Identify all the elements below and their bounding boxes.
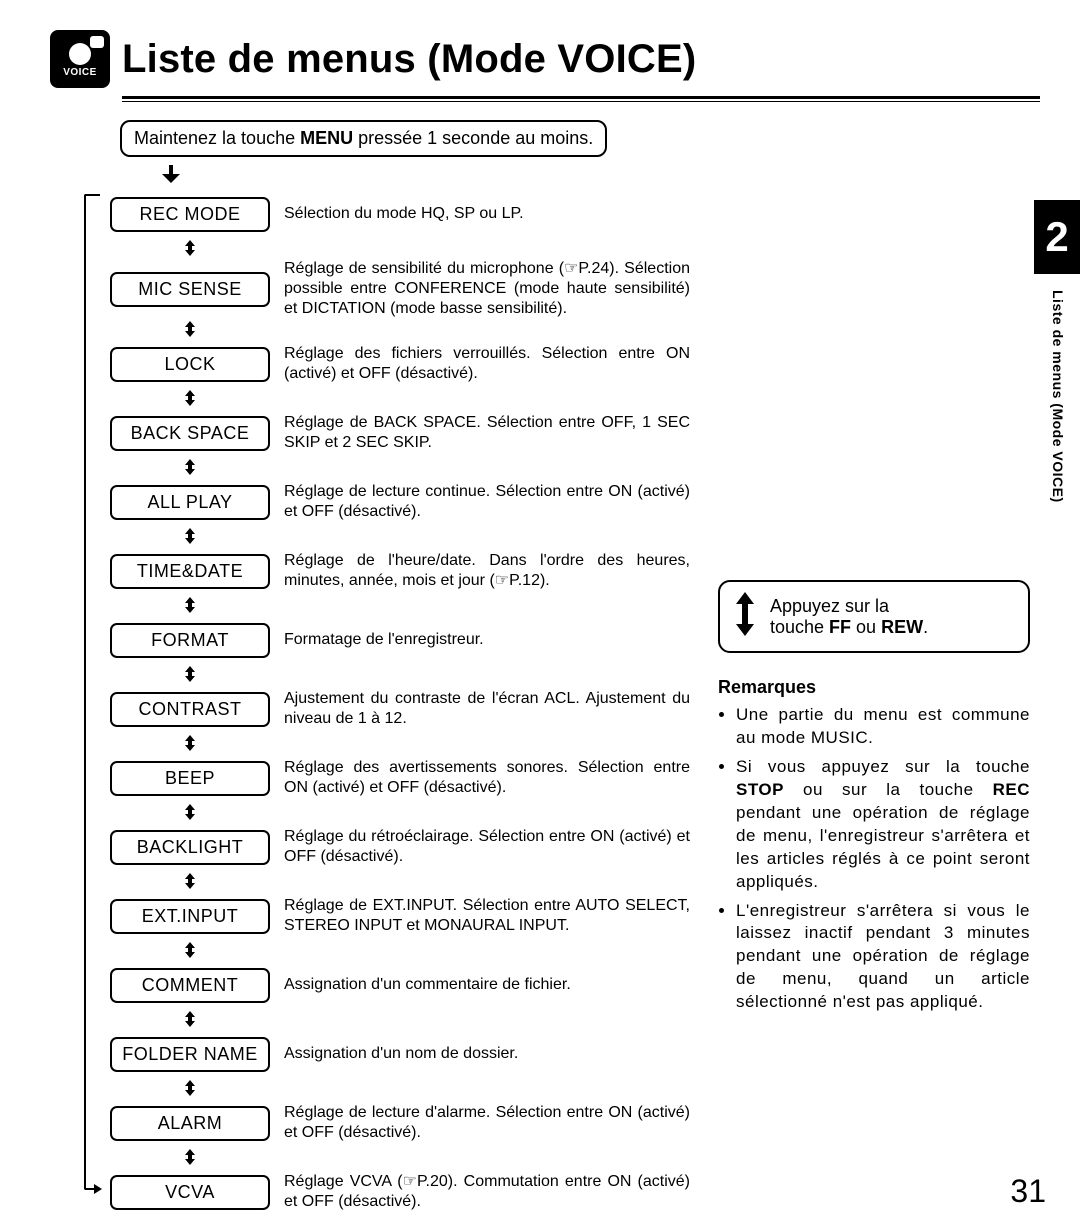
ff-rew-text: Appuyez sur la touche FF ou REW. bbox=[770, 596, 1014, 638]
menu-row: FORMAT Formatage de l'enregistreur. bbox=[110, 616, 690, 664]
menu-row: VCVA Réglage VCVA (☞P.20). Commutation en… bbox=[110, 1168, 690, 1216]
menu-row: BACKLIGHT Réglage du rétroéclairage. Séle… bbox=[110, 823, 690, 871]
menu-item-box: EXT.INPUT bbox=[110, 899, 270, 934]
menu-row: BACK SPACE Réglage de BACK SPACE. Sélecti… bbox=[110, 409, 690, 457]
updown-connector-icon bbox=[110, 804, 270, 821]
updown-connector-icon bbox=[110, 1011, 270, 1028]
menu-row: LOCK Réglage des fichiers verrouillés. Sé… bbox=[110, 340, 690, 388]
instruction-post: pressée 1 seconde au moins. bbox=[353, 128, 593, 148]
voice-icon-label: VOICE bbox=[63, 67, 97, 78]
updown-connector-icon bbox=[110, 390, 270, 407]
instruction-box: Maintenez la touche MENU pressée 1 secon… bbox=[120, 120, 607, 157]
menu-item-desc: Ajustement du contraste de l'écran ACL. … bbox=[284, 689, 690, 729]
menu-item-desc: Assignation d'un nom de dossier. bbox=[284, 1044, 690, 1064]
menu-item-box: FOLDER NAME bbox=[110, 1037, 270, 1072]
menu-item-desc: Réglage de l'heure/date. Dans l'ordre de… bbox=[284, 551, 690, 591]
menu-row: CONTRAST Ajustement du contraste de l'écr… bbox=[110, 685, 690, 733]
instruction-bold: MENU bbox=[300, 128, 353, 148]
menu-item-box: VCVA bbox=[110, 1175, 270, 1210]
menu-row: REC MODE Sélection du mode HQ, SP ou LP. bbox=[110, 190, 690, 238]
menu-item-box: BACKLIGHT bbox=[110, 830, 270, 865]
updown-connector-icon bbox=[110, 735, 270, 752]
remarques-title: Remarques bbox=[718, 677, 1030, 698]
ffrew-ff: FF bbox=[829, 617, 851, 637]
loop-line bbox=[84, 194, 100, 1190]
title-rule-thick bbox=[122, 96, 1040, 99]
ffrew-rew: REW bbox=[881, 617, 923, 637]
menu-row: COMMENT Assignation d'un commentaire de f… bbox=[110, 961, 690, 1009]
updown-connector-icon bbox=[110, 873, 270, 890]
menu-item-desc: Réglage du rétroéclairage. Sélection ent… bbox=[284, 827, 690, 867]
ff-rew-box: Appuyez sur la touche FF ou REW. bbox=[718, 580, 1030, 653]
menu-row: ALL PLAY Réglage de lecture continue. Sél… bbox=[110, 478, 690, 526]
menu-row: EXT.INPUT Réglage de EXT.INPUT. Sélection… bbox=[110, 892, 690, 940]
ffrew-post: . bbox=[923, 617, 928, 637]
menu-item-desc: Réglage de BACK SPACE. Sélection entre O… bbox=[284, 413, 690, 453]
menu-row: MIC SENSE Réglage de sensibilité du micro… bbox=[110, 259, 690, 319]
menu-item-desc: Réglage de EXT.INPUT. Sélection entre AU… bbox=[284, 896, 690, 936]
menu-item-box: ALL PLAY bbox=[110, 485, 270, 520]
ffrew-l2-pre: touche bbox=[770, 617, 829, 637]
menu-row: TIME&DATE Réglage de l'heure/date. Dans l… bbox=[110, 547, 690, 595]
menu-item-box: MIC SENSE bbox=[110, 272, 270, 307]
menu-item-box: REC MODE bbox=[110, 197, 270, 232]
updown-connector-icon bbox=[110, 459, 270, 476]
menu-item-desc: Assignation d'un commentaire de fichier. bbox=[284, 975, 690, 995]
menu-item-box: COMMENT bbox=[110, 968, 270, 1003]
menu-item-desc: Réglage des avertissements sonores. Séle… bbox=[284, 758, 690, 798]
updown-connector-icon bbox=[110, 240, 270, 257]
updown-connector-icon bbox=[110, 528, 270, 545]
updown-connector-icon bbox=[110, 942, 270, 959]
ffrew-l1: Appuyez sur la bbox=[770, 596, 889, 616]
menu-item-box: LOCK bbox=[110, 347, 270, 382]
menu-item-desc: Réglage de lecture d'alarme. Sélection e… bbox=[284, 1103, 690, 1143]
page: VOICE Liste de menus (Mode VOICE) Mainte… bbox=[0, 0, 1080, 1216]
menu-item-box: BACK SPACE bbox=[110, 416, 270, 451]
menu-item-box: TIME&DATE bbox=[110, 554, 270, 589]
updown-arrow-icon bbox=[734, 592, 758, 641]
page-number: 31 bbox=[1010, 1173, 1046, 1210]
menu-item-desc: Sélection du mode HQ, SP ou LP. bbox=[284, 204, 690, 224]
menu-item-box: ALARM bbox=[110, 1106, 270, 1141]
voice-icon: VOICE bbox=[50, 30, 110, 88]
menu-item-desc: Formatage de l'enregistreur. bbox=[284, 630, 690, 650]
title-row: VOICE Liste de menus (Mode VOICE) bbox=[50, 30, 1040, 88]
remarque-item: L'enregistreur s'arrêtera si vous le lai… bbox=[736, 900, 1030, 1015]
remarque-item: Si vous appuyez sur la touche STOP ou su… bbox=[736, 756, 1030, 894]
menu-row: ALARM Réglage de lecture d'alarme. Sélect… bbox=[110, 1099, 690, 1147]
updown-connector-icon bbox=[110, 1149, 270, 1166]
menu-item-desc: Réglage VCVA (☞P.20). Commutation entre … bbox=[284, 1172, 690, 1212]
menu-row: FOLDER NAME Assignation d'un nom de dossi… bbox=[110, 1030, 690, 1078]
menu-column: REC MODE Sélection du mode HQ, SP ou LP. M… bbox=[110, 190, 690, 1216]
menu-item-box: CONTRAST bbox=[110, 692, 270, 727]
remarques-section: Remarques Une partie du menu est commune… bbox=[718, 677, 1030, 1014]
down-arrow-icon bbox=[160, 165, 690, 184]
chapter-number: 2 bbox=[1045, 213, 1068, 261]
title-rule-thin bbox=[122, 101, 1040, 102]
instruction-pre: Maintenez la touche bbox=[134, 128, 300, 148]
menu-row: BEEP Réglage des avertissements sonores. … bbox=[110, 754, 690, 802]
chapter-side-label: Liste de menus (Mode VOICE) bbox=[1050, 290, 1066, 503]
remarque-item: Une partie du menu est commune au mode M… bbox=[736, 704, 1030, 750]
menu-item-desc: Réglage de lecture continue. Sélection e… bbox=[284, 482, 690, 522]
menu-item-box: BEEP bbox=[110, 761, 270, 796]
remarques-list: Une partie du menu est commune au mode M… bbox=[718, 704, 1030, 1014]
page-title: Liste de menus (Mode VOICE) bbox=[122, 37, 696, 82]
updown-connector-icon bbox=[110, 597, 270, 614]
ffrew-mid: ou bbox=[851, 617, 881, 637]
menu-item-desc: Réglage des fichiers verrouillés. Sélect… bbox=[284, 344, 690, 384]
updown-connector-icon bbox=[110, 1080, 270, 1097]
chapter-tab: 2 bbox=[1034, 200, 1080, 274]
updown-connector-icon bbox=[110, 666, 270, 683]
menu-item-box: FORMAT bbox=[110, 623, 270, 658]
menu-item-desc: Réglage de sensibilité du microphone (☞P… bbox=[284, 259, 690, 319]
updown-connector-icon bbox=[110, 321, 270, 338]
